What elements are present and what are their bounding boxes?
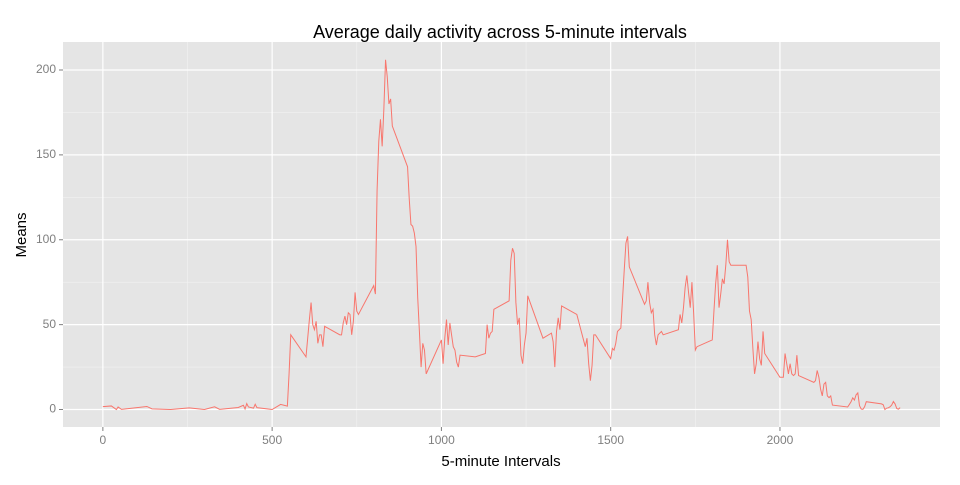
- y-tick-label: 0: [49, 402, 56, 416]
- x-tick-label: 2000: [767, 433, 794, 447]
- panel: [63, 42, 940, 427]
- chart-title: Average daily activity across 5-minute i…: [313, 22, 687, 42]
- y-tick-label: 200: [36, 62, 56, 76]
- y-tick-label: 50: [43, 317, 57, 331]
- x-tick-label: 1000: [428, 433, 455, 447]
- y-tick-label: 150: [36, 147, 56, 161]
- y-axis-label: Means: [13, 212, 30, 257]
- data-line: [102, 59, 901, 411]
- x-axis-label: 5-minute Intervals: [441, 453, 560, 470]
- y-tick-label: 100: [36, 232, 56, 246]
- x-tick-label: 1500: [597, 433, 624, 447]
- x-tick-label: 500: [262, 433, 282, 447]
- x-tick-label: 0: [100, 433, 107, 447]
